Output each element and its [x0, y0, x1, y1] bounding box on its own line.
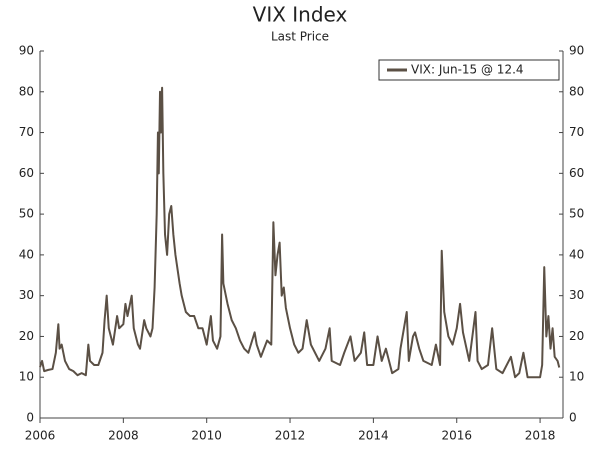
- y2-tick-label: 20: [569, 329, 584, 343]
- y-tick-label: 10: [19, 370, 34, 384]
- chart-subtitle: Last Price: [271, 30, 329, 44]
- y2-tick-label: 0: [569, 411, 577, 425]
- y-tick-label: 50: [19, 207, 34, 221]
- x-tick-label: 2010: [191, 429, 222, 443]
- legend-box: [378, 59, 560, 81]
- x-tick-label: 2016: [441, 429, 472, 443]
- y2-tick-label: 70: [569, 125, 584, 139]
- x-tick-label: 2018: [525, 429, 556, 443]
- y2-tick-label: 10: [569, 370, 584, 384]
- y2-tick-label: 40: [569, 247, 584, 261]
- y-tick-label: 60: [19, 166, 34, 180]
- y-tick-label: 70: [19, 125, 34, 139]
- y-tick-label: 40: [19, 247, 34, 261]
- y-tick-label: 20: [19, 329, 34, 343]
- legend-label: VIX: Jun-15 @ 12.4: [411, 63, 524, 77]
- y-tick-label: 80: [19, 84, 34, 98]
- y2-tick-label: 90: [569, 44, 584, 58]
- y2-tick-label: 30: [569, 288, 584, 302]
- y-tick-label: 30: [19, 288, 34, 302]
- y-tick-label: 0: [26, 411, 34, 425]
- y2-tick-label: 80: [569, 84, 584, 98]
- x-tick-label: 2014: [358, 429, 389, 443]
- y2-tick-label: 60: [569, 166, 584, 180]
- y2-tick-label: 50: [569, 207, 584, 221]
- y-tick-label: 90: [19, 44, 34, 58]
- x-tick-label: 2012: [275, 429, 306, 443]
- x-tick-label: 2006: [25, 429, 56, 443]
- chart-title: VIX Index: [253, 3, 348, 27]
- x-tick-label: 2008: [108, 429, 139, 443]
- line-series: [39, 86, 561, 379]
